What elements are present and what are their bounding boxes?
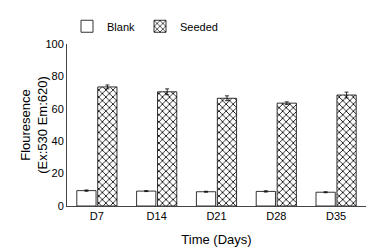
svg-text:20: 20 [52, 167, 64, 179]
svg-text:D7: D7 [90, 210, 104, 222]
svg-text:80: 80 [52, 70, 64, 82]
svg-text:Time (Days): Time (Days) [181, 232, 251, 247]
svg-text:D21: D21 [206, 210, 226, 222]
svg-text:40: 40 [52, 135, 64, 147]
svg-text:Flouresence(Ex:530 Em:620): Flouresence(Ex:530 Em:620) [18, 76, 50, 174]
svg-text:Seeded: Seeded [180, 21, 218, 33]
svg-text:Blank: Blank [107, 21, 135, 33]
svg-text:D28: D28 [266, 210, 286, 222]
svg-text:0: 0 [58, 200, 64, 212]
svg-text:100: 100 [45, 38, 63, 50]
svg-text:60: 60 [52, 103, 64, 115]
svg-text:D14: D14 [147, 210, 167, 222]
svg-text:D35: D35 [326, 210, 346, 222]
